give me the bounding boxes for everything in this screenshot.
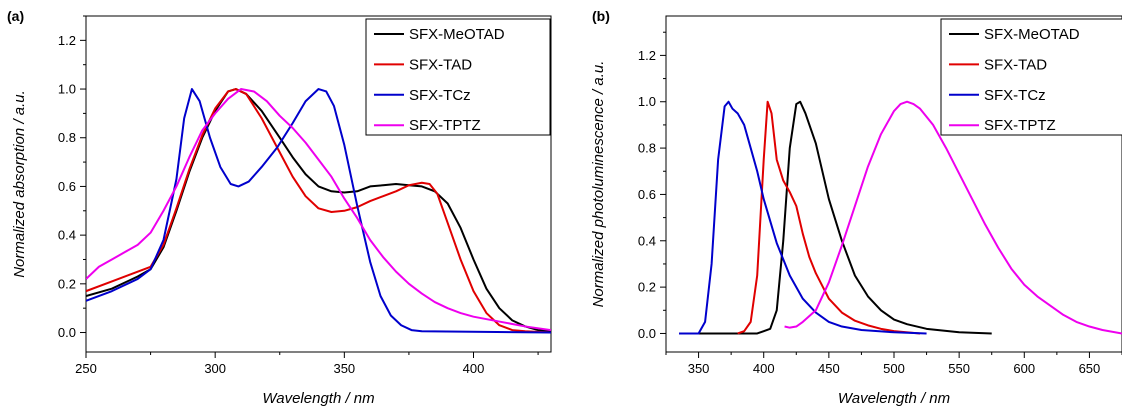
chart-panel-b: 350 400 450 500 550 600 650 0.0 0.2 0.4 0.6 0.8 1.0 1… — [590, 8, 1122, 407]
x-tick-label: 600 — [1013, 361, 1035, 376]
series-line-sfx-tad — [737, 100, 921, 335]
y-tick-label: 0.8 — [58, 130, 76, 145]
legend: SFX-MeOTAD SFX-TAD SFX-TCz SFX-TPTZ — [365, 18, 551, 136]
x-tick-label: 300 — [204, 361, 226, 376]
x-tick-label: 250 — [75, 361, 97, 376]
y-tick-label: 1.0 — [638, 94, 656, 109]
series-line-sfx-tcz — [679, 100, 927, 335]
x-tick-label: 400 — [463, 361, 485, 376]
chart-panel-a: 250 300 350 400 0.0 0.2 0.4 0.6 0.8 1.0 1.2 Wavelen… — [7, 8, 552, 407]
legend-entry: SFX-TCz — [984, 87, 1046, 104]
y-tick-label: 0.4 — [638, 233, 656, 248]
legend-entry: SFX-TAD — [409, 56, 472, 73]
y-tick-label: 0.8 — [638, 141, 656, 156]
legend-entry: SFX-TCz — [409, 87, 471, 104]
legend: SFX-MeOTAD SFX-TAD SFX-TCz SFX-TPTZ — [940, 18, 1122, 136]
y-tick-label: 0.6 — [58, 179, 76, 194]
y-tick-label: 0.0 — [638, 326, 656, 341]
legend-entry: SFX-TAD — [984, 56, 1047, 73]
panel-label: (a) — [7, 8, 24, 24]
legend-box — [365, 18, 551, 136]
x-axis-label: Wavelength / nm — [262, 390, 374, 407]
panel-label: (b) — [592, 8, 610, 24]
series-line-sfx-tptz — [784, 100, 1122, 335]
x-tick-label: 400 — [753, 361, 775, 376]
y-tick-label: 1.0 — [58, 82, 76, 97]
x-axis-label: Wavelength / nm — [838, 390, 950, 407]
x-tick-label: 550 — [948, 361, 970, 376]
y-tick-label: 1.2 — [638, 48, 656, 63]
y-axis-label: Normalized absorption / a.u. — [11, 90, 28, 278]
legend-box — [940, 18, 1122, 136]
y-tick-label: 0.4 — [58, 228, 76, 243]
series-line-sfx-meotad — [698, 100, 992, 335]
y-axis-label: Normalized photoluminescence / a.u. — [590, 61, 607, 308]
series-line-sfx-tad — [86, 88, 551, 334]
y-tick-label: 0.0 — [58, 325, 76, 340]
y-tick-label: 0.6 — [638, 187, 656, 202]
y-tick-label: 0.2 — [638, 280, 656, 295]
legend-entry: SFX-MeOTAD — [984, 26, 1080, 43]
legend-entry: SFX-MeOTAD — [409, 26, 505, 43]
x-tick-label: 500 — [883, 361, 905, 376]
series-line-sfx-tptz — [86, 88, 551, 332]
y-tick-label: 1.2 — [58, 33, 76, 48]
x-tick-label: 450 — [818, 361, 840, 376]
legend-entry: SFX-TPTZ — [409, 117, 481, 134]
y-tick-label: 0.2 — [58, 276, 76, 291]
legend-entry: SFX-TPTZ — [984, 117, 1056, 134]
x-tick-label: 350 — [333, 361, 355, 376]
plot-frame — [85, 15, 552, 353]
x-tick-label: 650 — [1079, 361, 1101, 376]
x-tick-label: 350 — [688, 361, 710, 376]
